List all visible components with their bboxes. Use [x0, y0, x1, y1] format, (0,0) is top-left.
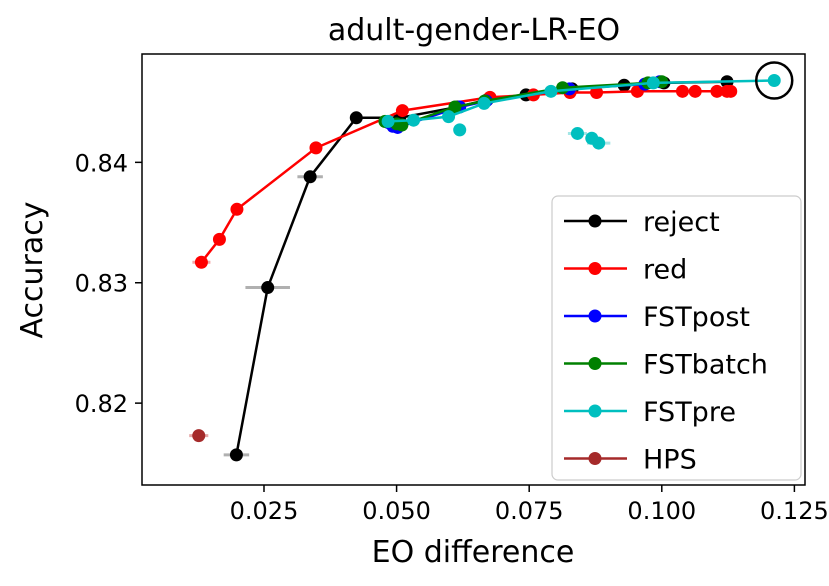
series-HPS — [189, 429, 209, 443]
y-tick-label: 0.83 — [75, 270, 128, 298]
data-point — [556, 81, 570, 95]
data-point — [395, 104, 409, 118]
data-point — [407, 113, 421, 127]
legend-marker — [588, 214, 602, 228]
data-point — [303, 170, 317, 184]
data-point — [381, 114, 395, 128]
y-tick-label: 0.84 — [75, 149, 128, 177]
data-point — [710, 84, 724, 98]
axes-frame — [141, 53, 806, 486]
plot-area — [189, 61, 794, 462]
x-tick-label: 0.125 — [760, 497, 829, 525]
legend-item-HPS: HPS — [564, 445, 697, 476]
data-point — [590, 86, 604, 100]
data-point — [230, 202, 244, 216]
data-point — [261, 281, 275, 295]
legend-marker — [588, 404, 602, 418]
x-tick-label: 0.100 — [627, 497, 696, 525]
highlight-circle — [754, 61, 794, 100]
x-tick-label: 0.075 — [495, 497, 564, 525]
data-point — [453, 123, 467, 137]
x-axis-label: EO difference — [372, 535, 575, 570]
legend-marker — [588, 357, 602, 370]
legend-item-reject: reject — [564, 207, 720, 238]
data-point — [570, 126, 584, 140]
legend-marker — [588, 452, 602, 465]
legend-box — [551, 195, 802, 481]
data-point — [646, 76, 660, 90]
data-point — [192, 429, 206, 443]
legend-item-FSTpost: FSTpost — [564, 302, 750, 333]
legend-item-FSTpre: FSTpre — [564, 397, 736, 428]
series-FSTpre — [381, 73, 781, 150]
data-point — [349, 111, 363, 125]
data-point — [212, 232, 226, 246]
y-axis: 0.82 0.83 0.84 — [75, 149, 142, 418]
legend-label: red — [643, 255, 687, 286]
series-FSTbatch — [378, 75, 669, 132]
data-point — [544, 84, 558, 98]
y-tick-label: 0.82 — [75, 390, 128, 418]
legend-marker — [588, 309, 602, 323]
legend-label: HPS — [643, 445, 697, 476]
data-point — [477, 96, 491, 110]
data-point — [194, 255, 208, 269]
data-point — [767, 73, 781, 87]
chart-title: adult-gender-LR-EO — [328, 13, 620, 48]
y-axis-label: Accuracy — [15, 202, 50, 339]
legend-label: FSTpost — [643, 302, 750, 333]
data-point — [229, 448, 243, 462]
data-point — [442, 110, 456, 124]
legend-marker — [588, 262, 602, 275]
legend-item-FSTbatch: FSTbatch — [564, 350, 768, 381]
x-axis: 0.025 0.050 0.075 0.100 0.125 — [230, 485, 829, 525]
legend: reject red FSTpost FSTbatch FSTpre HPS — [551, 195, 802, 481]
data-point — [724, 84, 738, 98]
x-tick-label: 0.050 — [362, 497, 431, 525]
x-tick-label: 0.025 — [230, 497, 299, 525]
data-point — [592, 136, 606, 150]
data-point — [675, 84, 689, 98]
data-point — [688, 84, 702, 98]
data-point — [448, 100, 462, 114]
legend-label: FSTbatch — [643, 350, 768, 381]
legend-label: FSTpre — [643, 397, 736, 428]
legend-label: reject — [643, 207, 720, 238]
data-point — [309, 141, 323, 155]
legend-item-red: red — [564, 255, 687, 286]
